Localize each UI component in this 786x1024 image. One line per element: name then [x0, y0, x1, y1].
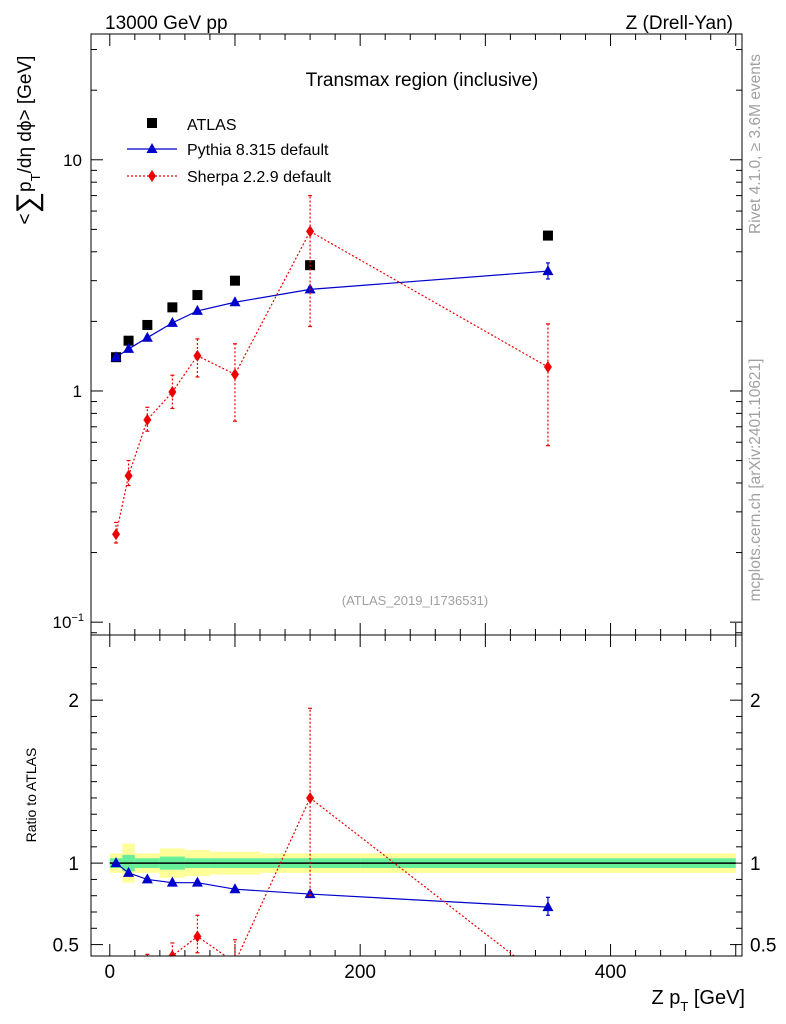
rivet-version-label: Rivet 4.1.0, ≥ 3.6M events [747, 54, 764, 234]
sherpa-data-point [543, 360, 552, 373]
pythia-main-line [115, 270, 548, 358]
header-energy: 13000 GeV pp [105, 13, 228, 34]
main-y-tick-label: 10−1 [53, 612, 84, 632]
sherpa-data-point [230, 368, 239, 381]
ratio-y-tick-label: 1 [68, 854, 79, 875]
ratio-y-tick-label-right: 0.5 [750, 936, 776, 957]
atlas-data-point [142, 319, 153, 330]
header-process: Z (Drell-Yan) [626, 13, 733, 34]
pythia-ratio-point [304, 888, 316, 899]
pythia-ratio-point [542, 901, 554, 912]
ratio-panel: 0.5 0.5 1 1 2 2 0 200 400 [53, 635, 776, 1004]
ratio-y-axis-label: Ratio to ATLAS [23, 748, 39, 843]
atlas-data-point [167, 302, 178, 313]
pythia-ratio-point [191, 876, 203, 887]
legend-sherpa-label: Sherpa 2.2.9 default [187, 169, 332, 186]
legend-atlas-marker [147, 118, 157, 128]
pythia-ratio-point [123, 866, 135, 877]
x-tick-label: 400 [595, 962, 627, 983]
pythia-data-point [110, 351, 122, 362]
pythia-data-point [141, 331, 153, 342]
ratio-y-tick-label: 0.5 [53, 936, 79, 957]
sherpa-ratio-point [193, 930, 202, 943]
sherpa-data-point [143, 413, 152, 426]
sherpa-ratio-point [544, 976, 552, 988]
atlas-data-point [123, 335, 134, 346]
ratio-y-tick-label-right: 2 [750, 691, 761, 712]
pythia-ratio-point [141, 873, 153, 884]
sherpa-ratio-point [112, 992, 120, 1004]
pythia-data-point [542, 265, 554, 276]
sherpa-data-point [112, 528, 121, 541]
pythia-data-point [229, 296, 241, 307]
pythia-ratio-point [229, 883, 241, 894]
atlas-data-point [229, 275, 240, 286]
atlas-data-point [542, 230, 553, 241]
plot-title: Transmax region (inclusive) [306, 70, 539, 91]
ratio-y-tick-label-right: 1 [750, 854, 761, 875]
main-y-tick-label: 10 [63, 151, 82, 170]
x-axis-label: Z pT [GeV] [651, 987, 745, 1014]
sherpa-data-point [193, 349, 202, 362]
pythia-ratio-point [166, 876, 178, 887]
legend-sherpa-marker [148, 170, 156, 182]
legend: ATLAS Pythia 8.315 default Sherpa 2.2.9 … [127, 117, 332, 186]
sherpa-data-point [124, 469, 133, 482]
sherpa-ratio-point [125, 978, 133, 990]
sherpa-ratio-point [168, 950, 177, 956]
pythia-data-point [304, 283, 316, 294]
legend-atlas-label: ATLAS [187, 117, 237, 134]
main-y-tick-label: 1 [73, 382, 82, 401]
sherpa-ratio-point [143, 957, 151, 969]
sherpa-ratio-point [306, 791, 315, 804]
pythia-data-point [191, 304, 203, 315]
sherpa-data-point [168, 385, 177, 398]
pythia-data-point [166, 316, 178, 327]
sherpa-main-line [115, 230, 549, 535]
x-tick-label: 200 [344, 962, 376, 983]
ratio-plot-frame [90, 634, 743, 957]
x-tick-label: 0 [104, 962, 115, 983]
legend-pythia-label: Pythia 8.315 default [187, 142, 329, 159]
pythia-data-point [123, 342, 135, 353]
main-panel: 10−1 1 10 [53, 34, 742, 635]
sherpa-ratio-point [231, 957, 239, 969]
ratio-y-tick-label: 2 [68, 691, 79, 712]
main-y-axis-label: <∑pT/dη dϕ> [GeV] [11, 56, 44, 225]
analysis-watermark: (ATLAS_2019_I1736531) [342, 593, 488, 608]
sherpa-ratio-line [169, 797, 516, 956]
atlas-data-point [192, 290, 203, 301]
mcplots-label: mcplots.cern.ch [arXiv:2401.10621] [747, 359, 764, 602]
pythia-ratio-point [110, 857, 122, 868]
legend-pythia-marker [146, 143, 158, 153]
sherpa-data-point [306, 225, 315, 238]
ratio-clipped-content [109, 707, 736, 1004]
